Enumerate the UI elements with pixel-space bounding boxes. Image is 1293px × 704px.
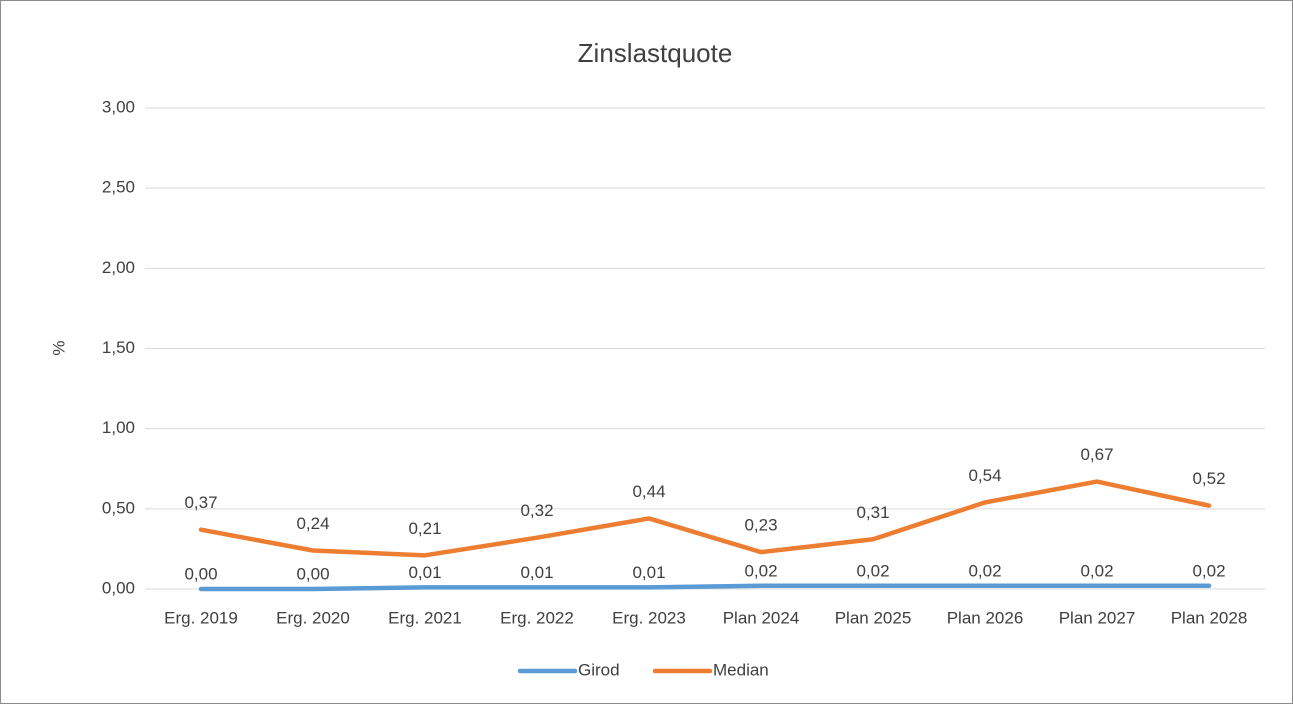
x-tick-label: Erg. 2021 xyxy=(388,608,462,627)
data-label: 0,44 xyxy=(632,482,665,501)
data-label: 0,31 xyxy=(856,503,889,522)
data-label: 0,00 xyxy=(184,564,217,583)
y-tick-label: 1,00 xyxy=(102,418,135,437)
y-tick-label: 2,50 xyxy=(102,178,135,197)
legend-label: Median xyxy=(713,660,769,679)
data-label: 0,00 xyxy=(296,564,329,583)
data-label: 0,52 xyxy=(1192,469,1225,488)
data-label: 0,01 xyxy=(408,563,441,582)
y-tick-label: 1,50 xyxy=(102,338,135,357)
y-axis-label: % xyxy=(49,340,68,355)
data-label: 0,02 xyxy=(968,561,1001,580)
data-label: 0,02 xyxy=(1080,561,1113,580)
data-label: 0,02 xyxy=(1192,561,1225,580)
data-label: 0,37 xyxy=(184,493,217,512)
data-label: 0,24 xyxy=(296,514,329,533)
data-label: 0,23 xyxy=(744,516,777,535)
x-tick-label: Plan 2025 xyxy=(835,608,912,627)
data-label: 0,02 xyxy=(744,561,777,580)
x-tick-label: Plan 2028 xyxy=(1171,608,1248,627)
data-label: 0,01 xyxy=(520,563,553,582)
x-tick-label: Erg. 2019 xyxy=(164,608,238,627)
data-label: 0,32 xyxy=(520,501,553,520)
data-label: 0,01 xyxy=(632,563,665,582)
x-tick-label: Plan 2024 xyxy=(723,608,800,627)
y-tick-label: 0,00 xyxy=(102,578,135,597)
y-tick-label: 3,00 xyxy=(102,97,135,116)
data-label: 0,02 xyxy=(856,561,889,580)
y-tick-label: 2,00 xyxy=(102,258,135,277)
series-line xyxy=(198,479,1212,558)
series-line xyxy=(198,583,1212,592)
x-tick-label: Plan 2026 xyxy=(947,608,1024,627)
legend-label: Girod xyxy=(578,660,620,679)
x-tick-label: Plan 2027 xyxy=(1059,608,1136,627)
x-tick-label: Erg. 2023 xyxy=(612,608,686,627)
y-tick-label: 0,50 xyxy=(102,498,135,517)
data-label: 0,54 xyxy=(968,466,1001,485)
chart-title: Zinslastquote xyxy=(578,38,733,68)
x-tick-label: Erg. 2020 xyxy=(276,608,350,627)
data-label: 0,67 xyxy=(1080,445,1113,464)
data-label: 0,21 xyxy=(408,519,441,538)
x-tick-label: Erg. 2022 xyxy=(500,608,574,627)
